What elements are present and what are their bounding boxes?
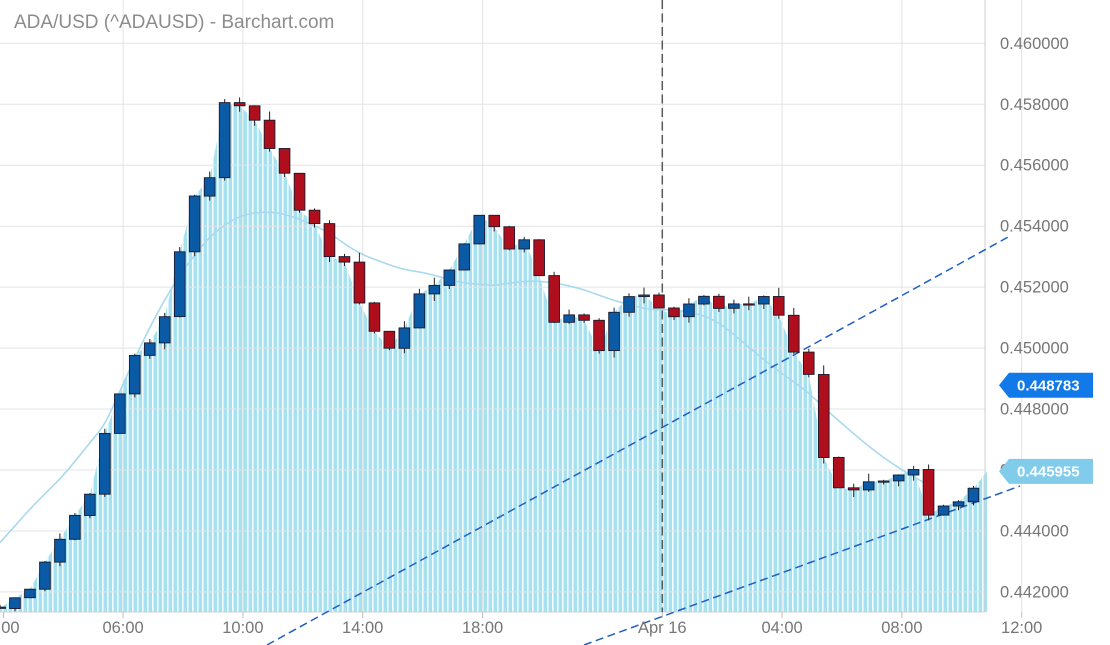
svg-text:18:00: 18:00 bbox=[462, 619, 503, 637]
svg-text:0.456000: 0.456000 bbox=[1000, 157, 1069, 175]
svg-text:0.442000: 0.442000 bbox=[1000, 583, 1069, 601]
svg-text:2:00: 2:00 bbox=[0, 619, 20, 637]
svg-text:0.445955: 0.445955 bbox=[1017, 464, 1080, 481]
svg-text:14:00: 14:00 bbox=[342, 619, 383, 637]
svg-text:0.458000: 0.458000 bbox=[1000, 96, 1069, 114]
svg-text:0.444000: 0.444000 bbox=[1000, 523, 1069, 541]
svg-text:0.450000: 0.450000 bbox=[1000, 340, 1069, 358]
svg-text:0.448000: 0.448000 bbox=[1000, 401, 1069, 419]
svg-text:12:00: 12:00 bbox=[1001, 619, 1042, 637]
svg-text:10:00: 10:00 bbox=[222, 619, 263, 637]
svg-text:0.452000: 0.452000 bbox=[1000, 279, 1069, 297]
svg-text:ADA/USD (^ADAUSD) - Barchart.c: ADA/USD (^ADAUSD) - Barchart.com bbox=[14, 12, 334, 33]
svg-text:04:00: 04:00 bbox=[761, 619, 802, 637]
svg-text:08:00: 08:00 bbox=[881, 619, 922, 637]
svg-text:Apr 16: Apr 16 bbox=[638, 619, 687, 637]
svg-text:0.460000: 0.460000 bbox=[1000, 35, 1069, 53]
svg-text:0.448783: 0.448783 bbox=[1017, 377, 1080, 394]
svg-text:0.454000: 0.454000 bbox=[1000, 218, 1069, 236]
svg-text:06:00: 06:00 bbox=[102, 619, 143, 637]
